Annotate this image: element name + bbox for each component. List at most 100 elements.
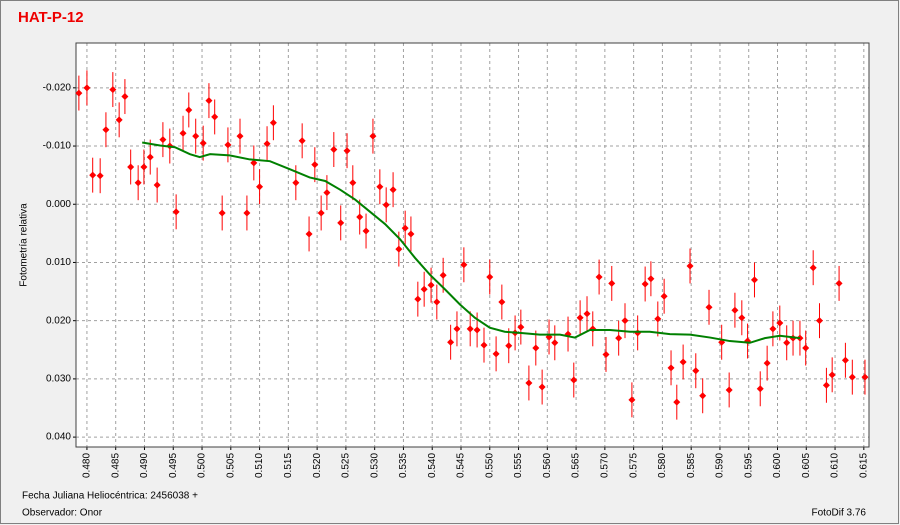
data-point	[750, 276, 758, 284]
data-point	[505, 342, 513, 350]
data-point	[414, 295, 422, 303]
x-tick-label: 0.575	[628, 453, 639, 478]
data-point	[828, 371, 836, 379]
data-point	[96, 172, 104, 180]
x-tick-label: 0.515	[283, 453, 294, 478]
data-point	[433, 298, 441, 306]
data-point	[705, 303, 713, 311]
data-point	[407, 230, 415, 238]
data-point	[256, 183, 264, 191]
data-point	[376, 183, 384, 191]
data-point	[427, 281, 435, 289]
data-point	[692, 367, 700, 375]
data-point	[192, 132, 200, 140]
x-tick-label: 0.595	[743, 453, 754, 478]
data-point	[453, 325, 461, 333]
data-point	[699, 392, 707, 400]
observer: Observador: Onor	[22, 508, 103, 519]
data-point	[420, 285, 428, 293]
x-tick-label: 0.520	[312, 453, 323, 478]
x-tick-label: 0.540	[427, 453, 438, 478]
data-point	[486, 273, 494, 281]
data-point	[83, 84, 91, 92]
x-tick-label: 0.500	[197, 453, 208, 478]
data-point	[628, 396, 636, 404]
y-tick-label: 0.000	[46, 199, 71, 210]
data-point	[763, 359, 771, 367]
chart-title: HAT-P-12	[18, 9, 84, 26]
data-point	[356, 213, 364, 221]
y-tick-label: 0.010	[46, 257, 71, 268]
x-tick-label: 0.600	[772, 453, 783, 478]
data-point	[492, 350, 500, 358]
x-tick-label: 0.550	[484, 453, 495, 478]
plot-area	[76, 43, 869, 447]
data-point	[466, 325, 474, 333]
data-point	[323, 189, 331, 197]
data-point	[498, 298, 506, 306]
x-tick-label: 0.585	[686, 453, 697, 478]
data-point	[243, 209, 251, 217]
data-point	[654, 315, 662, 323]
data-point	[738, 314, 746, 322]
x-tick-label: 0.590	[715, 453, 726, 478]
x-tick-label: 0.480	[82, 453, 93, 478]
data-point	[330, 146, 338, 154]
data-point	[343, 147, 351, 155]
x-tick-label: 0.530	[369, 453, 380, 478]
data-point	[538, 383, 546, 391]
x-tick-label: 0.545	[456, 453, 467, 478]
data-point	[802, 344, 810, 352]
data-point	[172, 208, 180, 216]
x-tick-label: 0.525	[341, 453, 352, 478]
y-axis-label: Fotometría relativa	[19, 203, 30, 287]
data-point	[236, 132, 244, 140]
data-point	[570, 376, 578, 384]
y-tick-label: 0.020	[46, 315, 71, 326]
y-tick-label: 0.030	[46, 374, 71, 385]
data-point	[89, 171, 97, 179]
data-point	[205, 97, 213, 105]
x-tick-label: 0.560	[542, 453, 553, 478]
data-point	[185, 106, 193, 114]
data-point	[298, 137, 306, 145]
data-point	[517, 323, 525, 331]
data-point	[776, 319, 784, 327]
data-point	[439, 271, 447, 279]
data-point	[615, 334, 623, 342]
data-point	[841, 356, 849, 364]
plot-border	[75, 42, 870, 448]
data-point	[218, 209, 226, 217]
data-point	[731, 306, 739, 314]
data-point	[127, 163, 135, 171]
data-point	[576, 314, 584, 322]
data-point	[292, 179, 300, 187]
data-point	[848, 373, 856, 381]
data-point	[102, 126, 110, 134]
data-point	[224, 141, 232, 149]
data-point	[602, 350, 610, 358]
data-point	[660, 292, 668, 300]
data-point	[115, 116, 123, 124]
x-tick-label: 0.505	[225, 453, 236, 478]
x-tick-label: 0.485	[110, 453, 121, 478]
data-point	[809, 264, 817, 272]
data-point	[382, 201, 390, 209]
x-tick-label: 0.580	[657, 453, 668, 478]
data-point	[595, 273, 603, 281]
data-point	[153, 181, 161, 189]
data-point	[608, 279, 616, 287]
data-point	[756, 385, 764, 393]
data-point	[250, 159, 258, 167]
data-point	[473, 326, 481, 334]
x-tick-label: 0.570	[599, 453, 610, 478]
x-tick-label: 0.610	[830, 453, 841, 478]
data-point	[673, 398, 681, 406]
data-point	[317, 209, 325, 217]
data-point	[532, 344, 540, 352]
data-point	[369, 132, 377, 140]
data-point	[140, 163, 148, 171]
data-point	[551, 339, 559, 347]
software: FotoDif 3.76	[812, 508, 867, 519]
data-point	[621, 317, 629, 325]
